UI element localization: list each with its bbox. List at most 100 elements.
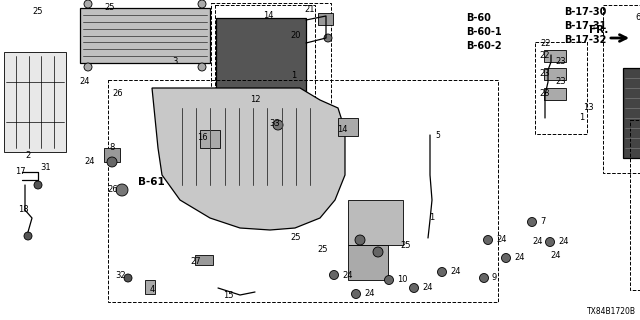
Bar	[630, 120, 640, 290]
Text: 2: 2	[26, 150, 31, 159]
Text: 22: 22	[541, 39, 551, 49]
Text: 27: 27	[191, 258, 202, 267]
Circle shape	[273, 120, 283, 130]
Circle shape	[198, 0, 206, 8]
Bar	[623, 68, 640, 158]
Text: 8: 8	[109, 143, 115, 153]
Text: 24: 24	[84, 157, 95, 166]
Text: 17: 17	[15, 167, 26, 177]
Text: 23: 23	[556, 77, 566, 86]
Text: 9: 9	[492, 274, 497, 283]
Circle shape	[355, 235, 365, 245]
Text: 24: 24	[558, 237, 568, 246]
Text: 23: 23	[540, 69, 550, 78]
Text: 1: 1	[579, 114, 584, 123]
Text: 5: 5	[435, 131, 440, 140]
Text: 15: 15	[223, 291, 233, 300]
Circle shape	[116, 184, 128, 196]
Circle shape	[107, 157, 117, 167]
Text: 6: 6	[636, 13, 640, 22]
Circle shape	[373, 247, 383, 257]
Text: 21: 21	[305, 5, 316, 14]
Circle shape	[527, 218, 536, 227]
Text: B-17-30: B-17-30	[564, 7, 606, 17]
Bar	[195, 255, 213, 265]
Text: 24: 24	[551, 251, 561, 260]
Circle shape	[502, 253, 511, 262]
Text: B-60-1: B-60-1	[466, 27, 502, 37]
Bar	[348, 200, 403, 245]
Text: TX84B1720B: TX84B1720B	[587, 307, 636, 316]
Circle shape	[483, 236, 493, 244]
Text: 24: 24	[80, 77, 90, 86]
Text: 18: 18	[18, 205, 29, 214]
Text: 31: 31	[41, 164, 51, 172]
Bar	[348, 245, 388, 280]
Circle shape	[34, 181, 42, 189]
Bar	[211, 3, 331, 123]
Bar	[80, 8, 210, 63]
Bar	[544, 50, 566, 62]
Bar	[318, 13, 333, 25]
Text: 4: 4	[149, 285, 155, 294]
Text: 23: 23	[540, 90, 550, 99]
Text: 14: 14	[263, 12, 273, 20]
Text: 14: 14	[337, 125, 348, 134]
Text: 20: 20	[291, 30, 301, 39]
Text: 24: 24	[496, 236, 506, 244]
Text: 25: 25	[401, 242, 412, 251]
Circle shape	[410, 284, 419, 292]
Text: 32: 32	[115, 271, 126, 281]
Text: 3: 3	[172, 58, 178, 67]
Text: B-60: B-60	[466, 13, 491, 23]
Bar	[200, 130, 220, 148]
Text: 1: 1	[291, 70, 296, 79]
Text: 24: 24	[514, 253, 525, 262]
Circle shape	[324, 34, 332, 42]
Bar	[603, 5, 640, 173]
Bar	[544, 88, 566, 100]
Circle shape	[24, 232, 32, 240]
Circle shape	[385, 276, 394, 284]
Polygon shape	[152, 88, 345, 230]
Bar	[108, 80, 498, 302]
Bar	[216, 18, 306, 98]
Text: 13: 13	[582, 103, 593, 113]
Text: 33: 33	[269, 119, 280, 129]
Circle shape	[124, 274, 132, 282]
Text: 24: 24	[364, 290, 374, 299]
Circle shape	[198, 63, 206, 71]
Circle shape	[351, 290, 360, 299]
Text: FR.: FR.	[589, 25, 608, 35]
Circle shape	[84, 0, 92, 8]
Bar	[104, 148, 120, 162]
Text: 23: 23	[556, 58, 566, 67]
Text: B-60-2: B-60-2	[466, 41, 502, 51]
Circle shape	[545, 237, 554, 246]
Text: 25: 25	[317, 245, 328, 254]
Bar	[544, 68, 566, 80]
Bar	[145, 280, 155, 294]
Text: 25: 25	[105, 4, 115, 12]
Text: 25: 25	[33, 7, 44, 17]
Circle shape	[84, 63, 92, 71]
Text: 24: 24	[532, 237, 543, 246]
Circle shape	[438, 268, 447, 276]
Bar	[535, 42, 587, 134]
Text: 12: 12	[250, 95, 260, 105]
Text: 1: 1	[429, 213, 435, 222]
Text: 16: 16	[196, 133, 207, 142]
Text: 22: 22	[540, 52, 550, 60]
Text: 24: 24	[422, 284, 433, 292]
Text: B-61: B-61	[138, 177, 164, 187]
Text: 25: 25	[291, 234, 301, 243]
Text: 26: 26	[113, 89, 124, 98]
Bar	[338, 118, 358, 136]
Text: 26: 26	[108, 186, 118, 195]
Circle shape	[330, 270, 339, 279]
Text: 24: 24	[342, 270, 353, 279]
Text: B-17-31: B-17-31	[564, 21, 606, 31]
Circle shape	[479, 274, 488, 283]
Text: B-17-32: B-17-32	[564, 35, 606, 45]
Text: 24: 24	[450, 268, 461, 276]
